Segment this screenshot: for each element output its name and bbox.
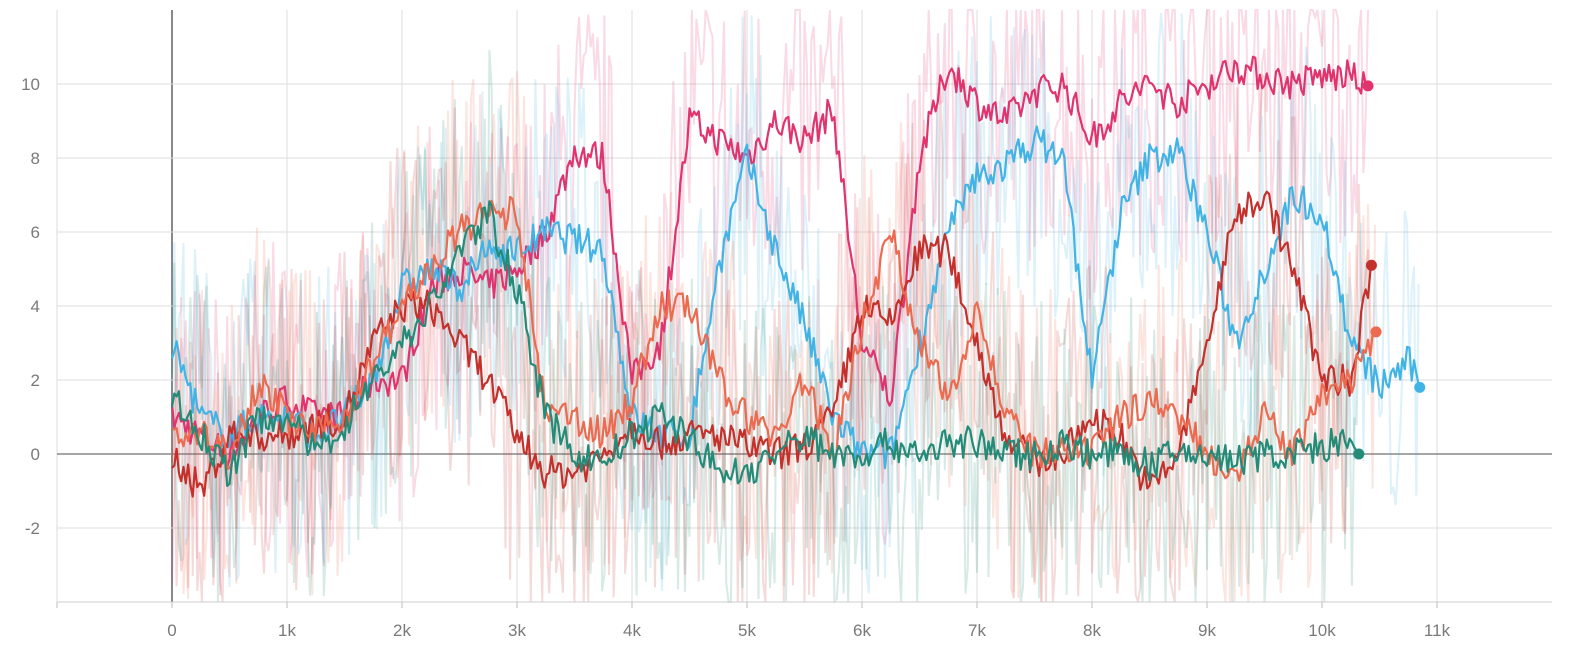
run-blue-end-marker — [1414, 381, 1426, 393]
run-teal-line — [170, 200, 1360, 487]
x-tick-label: 5k — [738, 621, 756, 640]
y-tick-label: 4 — [31, 297, 40, 316]
run-blue-line — [170, 125, 1421, 470]
run-orange-raw-line — [171, 71, 1376, 603]
x-tick-label: 4k — [623, 621, 641, 640]
y-tick-label: 8 — [31, 149, 40, 168]
x-tick-label: 3k — [508, 621, 526, 640]
y-tick-label: 2 — [31, 371, 40, 390]
run-red-end-marker — [1365, 259, 1377, 271]
x-tick-label: 6k — [853, 621, 871, 640]
y-tick-label: -2 — [25, 519, 40, 538]
y-tick-label: 6 — [31, 223, 40, 242]
x-tick-label: 2k — [393, 621, 411, 640]
run-pink-end-marker — [1362, 80, 1374, 92]
smoothed-series-layer — [170, 55, 1426, 498]
y-tick-label: 0 — [31, 445, 40, 464]
x-tick-label: 9k — [1198, 621, 1216, 640]
run-blue-raw-line — [171, 12, 1420, 594]
y-tick-label: 10 — [21, 75, 40, 94]
run-teal-end-marker — [1353, 448, 1365, 460]
raw-series-layer — [171, 9, 1420, 605]
x-tick-label: 0 — [167, 621, 176, 640]
x-tick-label: 8k — [1083, 621, 1101, 640]
x-tick-label: 11k — [1424, 621, 1451, 640]
run-pink-line — [170, 55, 1369, 469]
run-orange-end-marker — [1370, 326, 1382, 338]
axes: 0 1k 2k 3k 4k 5k 6k 7k 8k 9k 10k 11k -2 0 2 4 6 8 10 — [21, 75, 1552, 640]
run-red-raw-line — [171, 72, 1372, 603]
x-tick-label: 10k — [1308, 621, 1336, 640]
x-tick-label: 1k — [278, 621, 296, 640]
x-tick-label: 7k — [968, 621, 986, 640]
grid — [56, 10, 1552, 602]
